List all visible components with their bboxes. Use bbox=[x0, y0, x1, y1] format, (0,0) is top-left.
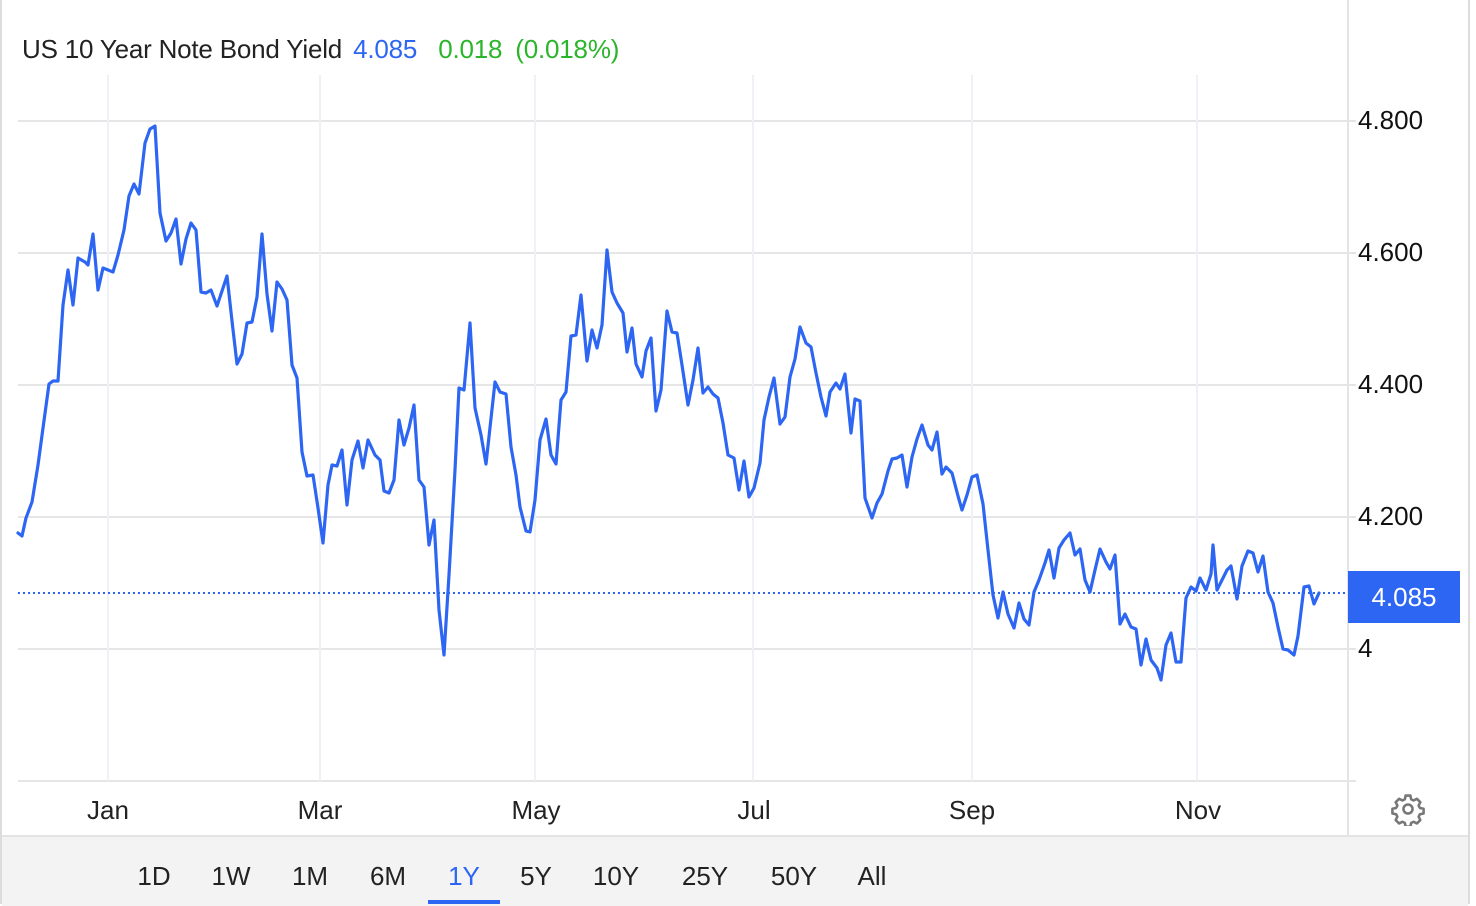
price-change: 0.018 bbox=[438, 34, 503, 64]
range-1m-button[interactable]: 1M bbox=[291, 861, 329, 891]
x-tick-label: Sep bbox=[948, 795, 996, 825]
range-6m-button[interactable]: 6M bbox=[369, 861, 407, 891]
x-tick-label: Nov bbox=[1174, 795, 1222, 825]
y-tick-label: 4.400 bbox=[1358, 369, 1424, 399]
y-tick-label: 4.600 bbox=[1358, 237, 1424, 267]
x-tick-label: Jan bbox=[87, 795, 129, 825]
x-tick-label: Jul bbox=[737, 795, 771, 825]
range-10y-button[interactable]: 10Y bbox=[592, 861, 640, 891]
grid bbox=[18, 120, 1348, 782]
range-50y-button[interactable]: 50Y bbox=[770, 861, 818, 891]
gear-icon[interactable] bbox=[1391, 792, 1425, 826]
yield-line[interactable] bbox=[16, 124, 1321, 682]
y-tick-label: 4 bbox=[1358, 633, 1373, 663]
last-price: 4.085 bbox=[353, 34, 418, 64]
last-price-tag: 4.085 bbox=[1348, 571, 1460, 623]
range-5y-button[interactable]: 5Y bbox=[520, 861, 552, 891]
active-range-indicator bbox=[428, 900, 500, 904]
range-25y-button[interactable]: 25Y bbox=[681, 861, 729, 891]
y-ticks bbox=[1348, 120, 1356, 782]
chart-header: US 10 Year Note Bond Yield 4.085 0.018 (… bbox=[22, 34, 619, 65]
instrument-name: US 10 Year Note Bond Yield bbox=[22, 34, 343, 64]
price-change-percent: (0.018%) bbox=[515, 34, 620, 64]
y-tick-label: 4.200 bbox=[1358, 501, 1424, 531]
y-tick-label: 4.800 bbox=[1358, 105, 1424, 135]
x-tick-label: Mar bbox=[297, 795, 343, 825]
range-selector: 1D 1W 1M 6M 1Y 5Y 10Y 25Y 50Y All bbox=[2, 835, 1468, 906]
range-1w-button[interactable]: 1W bbox=[211, 861, 251, 891]
range-all-button[interactable]: All bbox=[857, 861, 887, 891]
vertical-grid bbox=[107, 75, 1198, 781]
range-1d-button[interactable]: 1D bbox=[137, 861, 171, 891]
range-1y-button[interactable]: 1Y bbox=[448, 861, 480, 891]
x-tick-label: May bbox=[511, 795, 561, 825]
